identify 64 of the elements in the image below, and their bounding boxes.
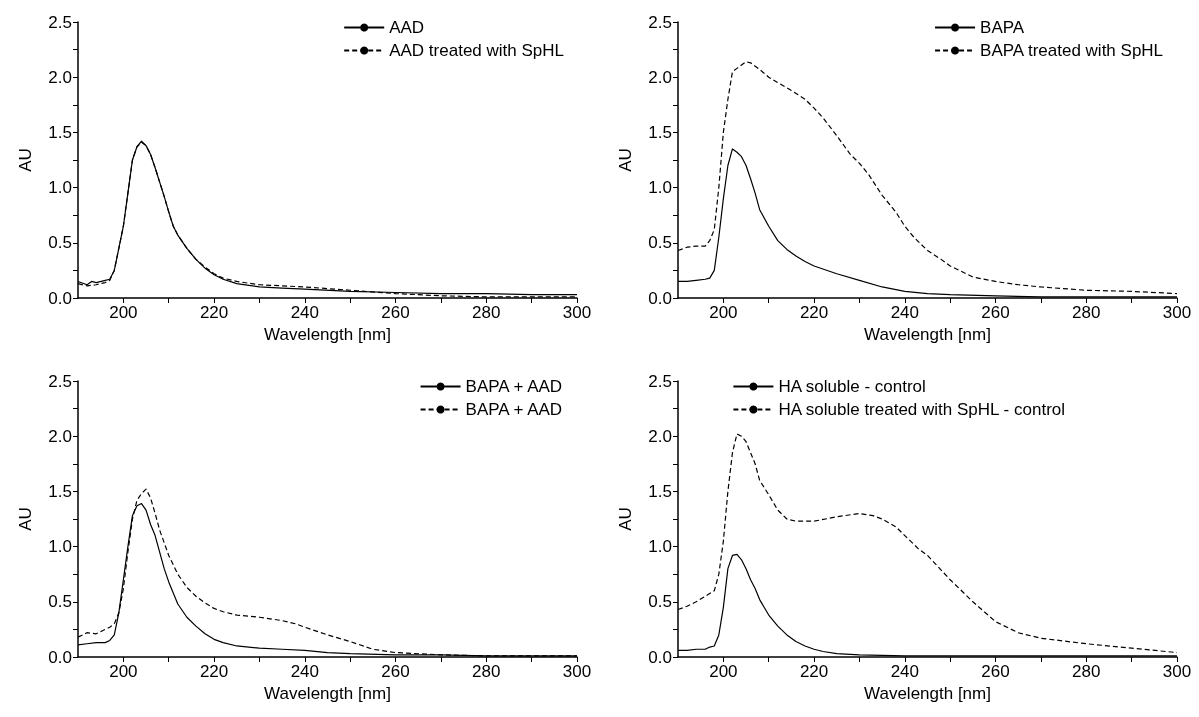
y-tick-label: 1.0 bbox=[48, 178, 72, 198]
x-tick-label: 280 bbox=[1072, 303, 1101, 322]
x-tick-label: 260 bbox=[381, 303, 410, 322]
y-tick-label: 0.5 bbox=[48, 233, 72, 253]
x-tick-label: 260 bbox=[381, 662, 410, 681]
y-axis-title: AU bbox=[16, 507, 35, 531]
y-tick-label: 1.5 bbox=[648, 481, 672, 501]
y-axis-title: AU bbox=[616, 507, 635, 531]
y-tick-label: 2.0 bbox=[648, 426, 672, 446]
y-tick-label: 1.5 bbox=[48, 481, 72, 501]
y-tick-label: 2.5 bbox=[48, 371, 72, 391]
y-tick-label: 2.5 bbox=[648, 12, 672, 32]
x-tick-label: 240 bbox=[890, 662, 920, 681]
x-tick-label: 300 bbox=[1162, 662, 1192, 681]
x-axis-title: Wavelength [nm] bbox=[264, 683, 391, 703]
legend-label: BAPA treated with SpHL bbox=[980, 41, 1164, 60]
y-tick-label: 0.0 bbox=[648, 288, 672, 308]
x-axis-title: Wavelength [nm] bbox=[864, 324, 991, 344]
x-tick-label: 280 bbox=[472, 662, 501, 681]
y-tick-label: 2.0 bbox=[48, 426, 72, 446]
y-tick-label: 1.0 bbox=[648, 178, 672, 198]
y-tick-label: 1.0 bbox=[648, 537, 672, 557]
x-tick-label: 240 bbox=[890, 303, 920, 322]
x-tick-label: 220 bbox=[799, 662, 829, 681]
x-tick-label: 280 bbox=[472, 303, 501, 322]
x-tick-label: 200 bbox=[109, 303, 138, 322]
y-tick-label: 2.5 bbox=[648, 371, 672, 391]
x-tick-label: 220 bbox=[199, 303, 229, 322]
legend-label: AAD treated with SpHL bbox=[389, 41, 565, 60]
y-tick-label: 0.5 bbox=[648, 592, 672, 612]
y-tick-label: 1.5 bbox=[648, 122, 672, 142]
y-tick-label: 2.0 bbox=[648, 67, 672, 87]
y-tick-label: 2.5 bbox=[48, 12, 72, 32]
x-tick-label: 240 bbox=[290, 303, 320, 322]
x-tick-label: 220 bbox=[799, 303, 829, 322]
y-axis-title: AU bbox=[616, 148, 635, 172]
y-tick-label: 1.5 bbox=[48, 122, 72, 142]
y-tick-label: 0.5 bbox=[648, 233, 672, 253]
legend-label: HA soluble treated with SpHL - control bbox=[778, 400, 1066, 419]
x-tick-label: 260 bbox=[981, 303, 1010, 322]
x-tick-label: 220 bbox=[199, 662, 229, 681]
x-tick-label: 300 bbox=[1162, 303, 1192, 322]
legend-label: BAPA bbox=[980, 18, 1025, 37]
x-tick-label: 200 bbox=[109, 662, 138, 681]
y-tick-label: 1.0 bbox=[48, 537, 72, 557]
x-tick-label: 300 bbox=[562, 303, 592, 322]
y-tick-label: 0.0 bbox=[48, 647, 72, 667]
legend-label: BAPA + AAD bbox=[465, 377, 563, 396]
y-axis-title: AU bbox=[16, 148, 35, 172]
y-tick-label: 0.5 bbox=[48, 592, 72, 612]
legend-label: HA soluble - control bbox=[778, 377, 926, 396]
y-tick-label: 0.0 bbox=[48, 288, 72, 308]
y-tick-label: 2.0 bbox=[48, 67, 72, 87]
legend-label: AAD bbox=[389, 18, 425, 37]
x-tick-label: 300 bbox=[562, 662, 592, 681]
x-axis-title: Wavelength [nm] bbox=[264, 324, 391, 344]
x-tick-label: 240 bbox=[290, 662, 320, 681]
y-tick-label: 0.0 bbox=[648, 647, 672, 667]
x-axis-title: Wavelength [nm] bbox=[864, 683, 991, 703]
x-tick-label: 260 bbox=[981, 662, 1010, 681]
legend-label: BAPA + AAD bbox=[465, 400, 563, 419]
x-tick-label: 200 bbox=[709, 662, 738, 681]
x-tick-label: 280 bbox=[1072, 662, 1101, 681]
x-tick-label: 200 bbox=[709, 303, 738, 322]
